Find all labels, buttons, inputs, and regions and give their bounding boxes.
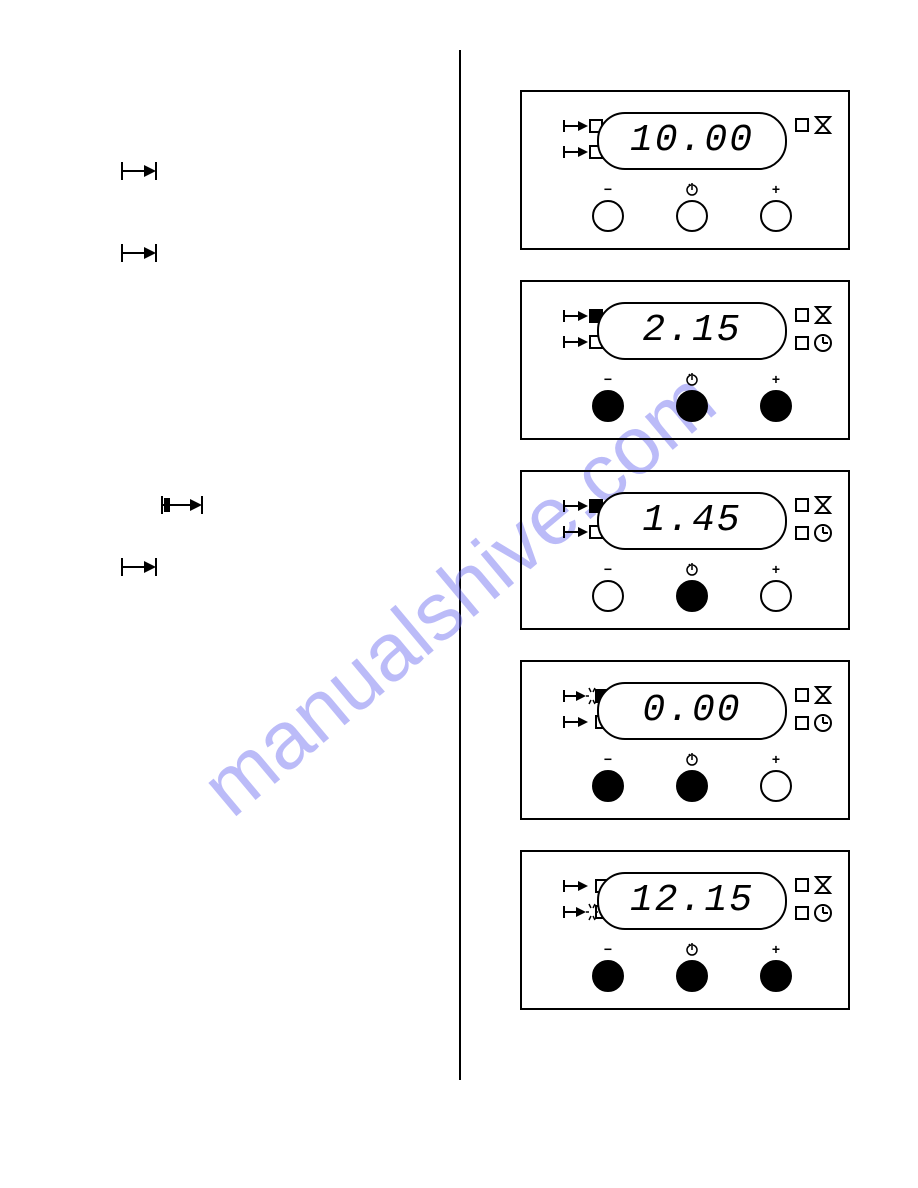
minus-btn-circle [592, 960, 624, 992]
clock-icon [685, 182, 699, 196]
mode-label [685, 562, 699, 578]
right-indicators [794, 684, 834, 740]
column-divider [459, 50, 461, 1080]
arrow-stop-icon [120, 242, 440, 264]
minus-button[interactable]: − [592, 372, 624, 422]
clock-icon [685, 562, 699, 576]
right-indicators [794, 304, 834, 360]
minus-button[interactable]: − [592, 942, 624, 992]
display-panel-5: 12.15 − [520, 850, 850, 1010]
plus-btn-circle [760, 960, 792, 992]
left-indicators [562, 686, 594, 736]
plus-btn-circle [760, 770, 792, 802]
hourglass-icon [794, 874, 834, 896]
mode-label [685, 372, 699, 388]
arrow-stop-bar-icon [160, 494, 440, 516]
minus-label: − [604, 942, 612, 958]
mode-button[interactable] [676, 372, 708, 422]
plus-label: + [772, 752, 780, 768]
mode-btn-circle [676, 390, 708, 422]
plus-button[interactable]: + [760, 182, 792, 232]
page: manualshive.com [0, 0, 918, 1188]
lcd-display: 2.15 [597, 302, 787, 360]
mode-label [685, 942, 699, 958]
minus-btn-circle [592, 580, 624, 612]
minus-btn-circle [592, 200, 624, 232]
plus-label: + [772, 372, 780, 388]
clock-indicator-icon [794, 902, 834, 924]
button-row: − + [592, 562, 792, 612]
button-row: − + [592, 942, 792, 992]
mode-button[interactable] [676, 752, 708, 802]
mode-button[interactable] [676, 182, 708, 232]
minus-btn-circle [592, 770, 624, 802]
button-row: − + [592, 182, 792, 232]
mode-btn-circle [676, 580, 708, 612]
display-panel-3: 1.45 − [520, 470, 850, 630]
plus-label: + [772, 942, 780, 958]
left-indicators [562, 116, 594, 166]
clock-indicator-icon [794, 712, 834, 734]
clock-icon [685, 372, 699, 386]
display-panel-1: 10.00 − [520, 90, 850, 250]
minus-label: − [604, 752, 612, 768]
left-indicators [562, 306, 594, 356]
lcd-value: 12.15 [630, 882, 754, 920]
minus-label: − [604, 372, 612, 388]
minus-button[interactable]: − [592, 562, 624, 612]
plus-label: + [772, 562, 780, 578]
display-panel-2: 2.15 − [520, 280, 850, 440]
plus-btn-circle [760, 580, 792, 612]
plus-btn-circle [760, 200, 792, 232]
lcd-display: 10.00 [597, 112, 787, 170]
lcd-value: 1.45 [642, 502, 741, 540]
clock-icon [685, 942, 699, 956]
clock-indicator-icon [794, 332, 834, 354]
lcd-display: 12.15 [597, 872, 787, 930]
mode-label [685, 182, 699, 198]
mode-btn-circle [676, 960, 708, 992]
plus-button[interactable]: + [760, 562, 792, 612]
plus-button[interactable]: + [760, 752, 792, 802]
arrow-stop-icon [120, 556, 440, 578]
button-row: − + [592, 372, 792, 422]
mode-label [685, 752, 699, 768]
lcd-display: 1.45 [597, 492, 787, 550]
lcd-display: 0.00 [597, 682, 787, 740]
left-indicators [562, 496, 594, 546]
right-column: 10.00 − [520, 90, 870, 1010]
hourglass-icon [794, 494, 834, 516]
plus-button[interactable]: + [760, 372, 792, 422]
minus-button[interactable]: − [592, 182, 624, 232]
lcd-value: 2.15 [642, 312, 741, 350]
right-indicators [794, 494, 834, 550]
mode-button[interactable] [676, 942, 708, 992]
minus-button[interactable]: − [592, 752, 624, 802]
button-row: − + [592, 752, 792, 802]
clock-icon [685, 752, 699, 766]
clock-indicator-icon [794, 522, 834, 544]
mode-btn-circle [676, 770, 708, 802]
plus-label: + [772, 182, 780, 198]
minus-label: − [604, 562, 612, 578]
mode-button[interactable] [676, 562, 708, 612]
left-indicators [562, 876, 594, 926]
mode-btn-circle [676, 200, 708, 232]
display-panel-4: 0.00 − [520, 660, 850, 820]
plus-button[interactable]: + [760, 942, 792, 992]
hourglass-icon [794, 684, 834, 706]
plus-btn-circle [760, 390, 792, 422]
lcd-value: 0.00 [642, 692, 741, 730]
hourglass-icon [794, 114, 834, 136]
right-indicators [794, 874, 834, 930]
arrow-stop-icon [120, 160, 440, 182]
lcd-value: 10.00 [630, 122, 754, 160]
hourglass-icon [794, 304, 834, 326]
minus-btn-circle [592, 390, 624, 422]
left-column [80, 160, 440, 628]
right-indicators [794, 114, 834, 170]
minus-label: − [604, 182, 612, 198]
